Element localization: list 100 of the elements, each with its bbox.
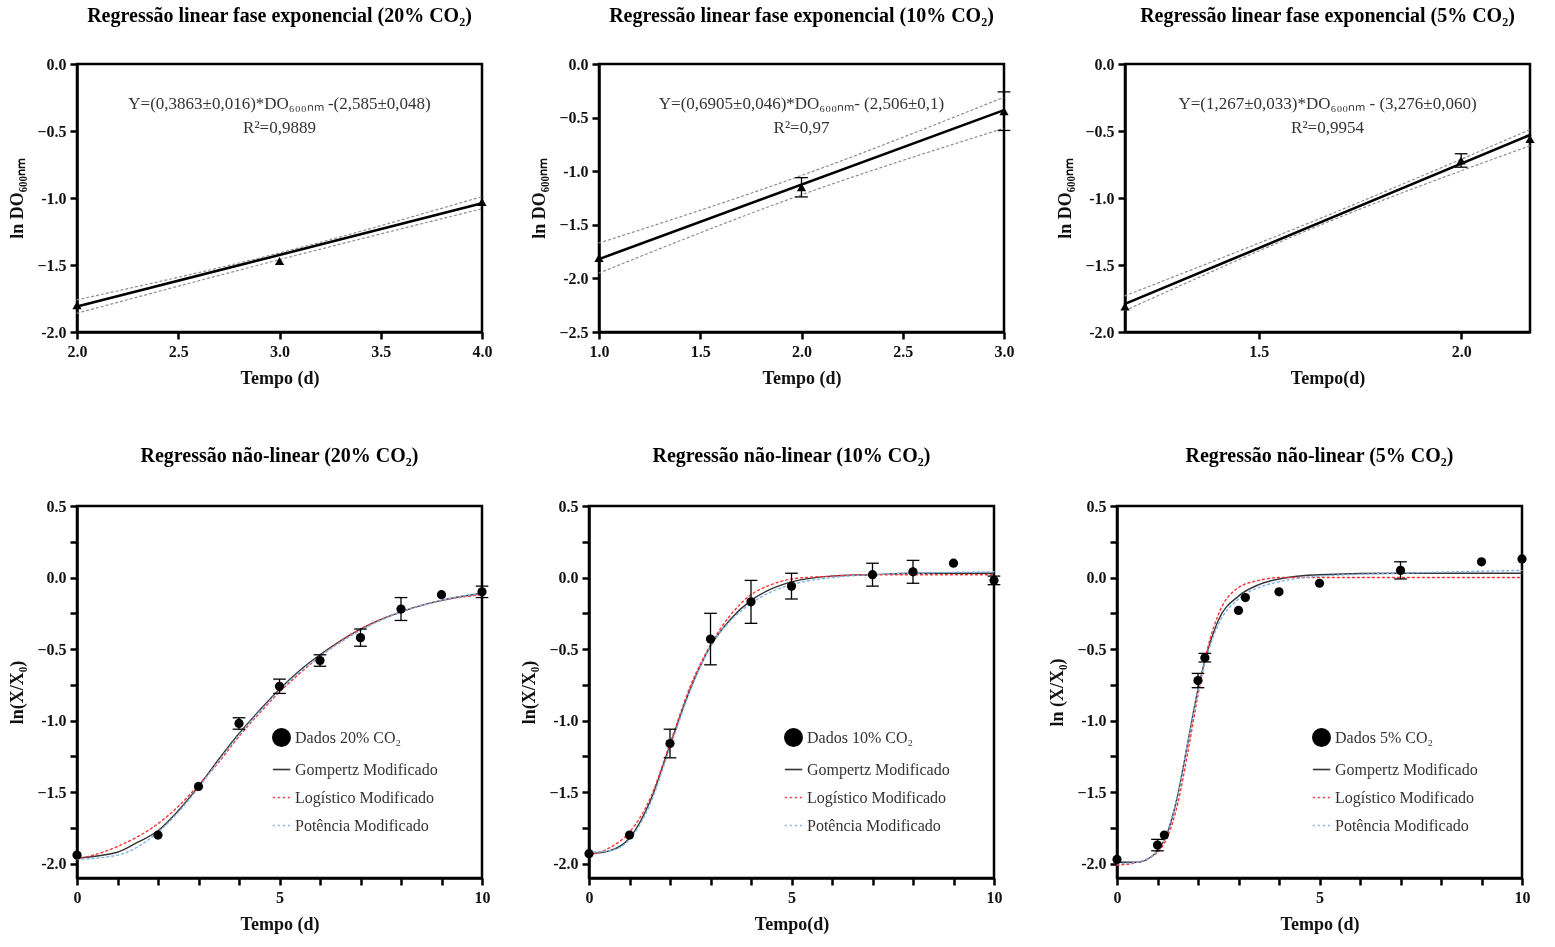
chart-title: Regressão não-linear (5% CO₂): [1185, 444, 1454, 467]
x-tick-label: 0: [585, 888, 594, 906]
y-tick-label: −0.5: [1085, 122, 1115, 140]
point: [274, 256, 285, 265]
point: [584, 849, 594, 859]
point: [1240, 592, 1250, 603]
x-axis-title: Tempo (d): [240, 367, 320, 389]
point: [193, 781, 204, 792]
point: [948, 558, 959, 568]
y-tick-label: −1.5: [549, 783, 579, 801]
chart-title: Regressão não-linear (20% CO₂): [140, 444, 419, 467]
y-tick-label: −1.5: [37, 783, 67, 801]
x-axis-title: Tempo(d): [754, 913, 830, 935]
point: [665, 738, 675, 749]
annotation: Y=(0,3863±0,016)*DO₆₀₀ₙₘ -(2,585±0,048): [128, 94, 431, 113]
legend-label: Potência Modificado: [295, 816, 429, 834]
y-tick-label: -1.0: [41, 189, 67, 207]
x-tick-label: 5: [788, 888, 796, 906]
chart-title: Regressão linear fase exponencial (20% CO₂): [87, 4, 472, 27]
point: [1112, 854, 1122, 864]
x-axis-title: Tempo(d): [1290, 367, 1366, 389]
y-axis-title: ln DO₆₀₀ₙₘ: [1055, 158, 1076, 239]
point: [624, 830, 635, 840]
legend-label: Potência Modificado: [807, 816, 941, 834]
chart-title: Regressão linear fase exponencial (5% CO₂): [1140, 4, 1515, 27]
y-tick-label: −0.5: [559, 109, 589, 127]
x-tick-label: 10: [1514, 888, 1531, 906]
y-tick-label: −1.5: [1077, 783, 1107, 801]
y-axis-title: ln DO₆₀₀ₙₘ: [529, 158, 550, 239]
legend-label: Dados 20% CO₂: [295, 728, 402, 746]
point: [705, 634, 716, 644]
y-tick-label: 0.5: [558, 497, 579, 515]
y-axis-title: ln(X/X₀): [7, 660, 29, 725]
y-tick-label: −1.5: [37, 256, 67, 274]
y-tick-label: -2.0: [563, 269, 589, 287]
y-tick-label: 0.0: [1086, 569, 1107, 587]
x-tick-label: 3.5: [371, 342, 392, 360]
y-tick-label: −0.5: [37, 640, 67, 658]
y-tick-label: -1.0: [563, 162, 589, 180]
y-tick-label: -2.0: [41, 855, 67, 873]
y-tick-label: −1.5: [559, 216, 589, 234]
x-tick-label: 1.5: [690, 342, 711, 360]
annotation: R²=0,97: [773, 118, 830, 137]
x-tick-label: 2.5: [168, 342, 189, 360]
x-tick-label: 0: [1113, 888, 1122, 906]
point: [1274, 587, 1284, 597]
y-tick-label: 0.5: [1086, 497, 1107, 515]
point: [1233, 605, 1244, 616]
y-tick-label: -2.0: [41, 323, 67, 341]
y-tick-label: 0.0: [46, 55, 67, 73]
legend-label: Logístico Modificado: [295, 788, 435, 807]
y-axis-title: ln(X/X₀): [519, 660, 541, 725]
y-tick-label: −2.5: [559, 323, 589, 341]
point: [786, 581, 797, 591]
y-tick-label: 0.0: [46, 569, 67, 587]
legend-label: Logístico Modificado: [1335, 788, 1475, 807]
y-tick-label: -2.0: [1089, 323, 1115, 341]
legend-label: Gompertz Modificado: [1335, 760, 1478, 779]
x-tick-label: 5: [276, 888, 284, 906]
y-tick-label: -1.0: [1089, 189, 1115, 207]
legend-label: Dados 5% CO₂: [1335, 728, 1434, 746]
point: [1517, 554, 1527, 564]
x-tick-label: 4.0: [472, 342, 493, 360]
y-tick-label: 0.0: [558, 569, 579, 587]
legend-label: Potência Modificado: [1335, 816, 1469, 834]
y-axis-title: ln DO₆₀₀ₙₘ: [7, 158, 28, 239]
point: [436, 590, 447, 600]
legend-label: Logístico Modificado: [807, 788, 947, 807]
y-axis-title: ln (X/X₀): [1047, 658, 1069, 727]
x-tick-label: 10: [474, 888, 491, 906]
legend-label: Dados 10% CO₂: [807, 728, 914, 746]
y-tick-label: 0.0: [1094, 55, 1115, 73]
point: [1395, 565, 1406, 575]
y-tick-label: -1.0: [553, 712, 579, 730]
point: [867, 570, 878, 580]
x-axis-title: Tempo (d): [240, 913, 320, 935]
y-tick-label: -2.0: [1081, 855, 1107, 873]
point: [72, 850, 82, 860]
y-tick-label: -1.0: [41, 712, 67, 730]
x-tick-label: 1.5: [1249, 342, 1270, 360]
x-tick-label: 3.0: [994, 342, 1015, 360]
y-tick-label: −0.5: [1077, 640, 1107, 658]
y-tick-label: 0.5: [46, 497, 67, 515]
y-tick-label: -2.0: [553, 855, 579, 873]
point: [1159, 830, 1169, 840]
x-tick-label: 2.0: [792, 342, 812, 360]
point: [1476, 557, 1487, 567]
x-tick-label: 2.0: [1451, 342, 1472, 360]
point: [746, 597, 756, 607]
x-axis-title: Tempo (d): [762, 367, 842, 389]
legend-label: Gompertz Modificado: [807, 760, 950, 779]
y-tick-label: −0.5: [549, 640, 579, 658]
point: [908, 567, 918, 577]
x-tick-label: 2.5: [893, 342, 914, 360]
y-tick-label: −0.5: [37, 122, 67, 140]
point: [274, 681, 285, 691]
point: [153, 830, 163, 840]
chart-title: Regressão linear fase exponencial (10% CO₂): [609, 4, 994, 27]
x-tick-label: 2.0: [67, 342, 88, 360]
point: [396, 604, 406, 614]
